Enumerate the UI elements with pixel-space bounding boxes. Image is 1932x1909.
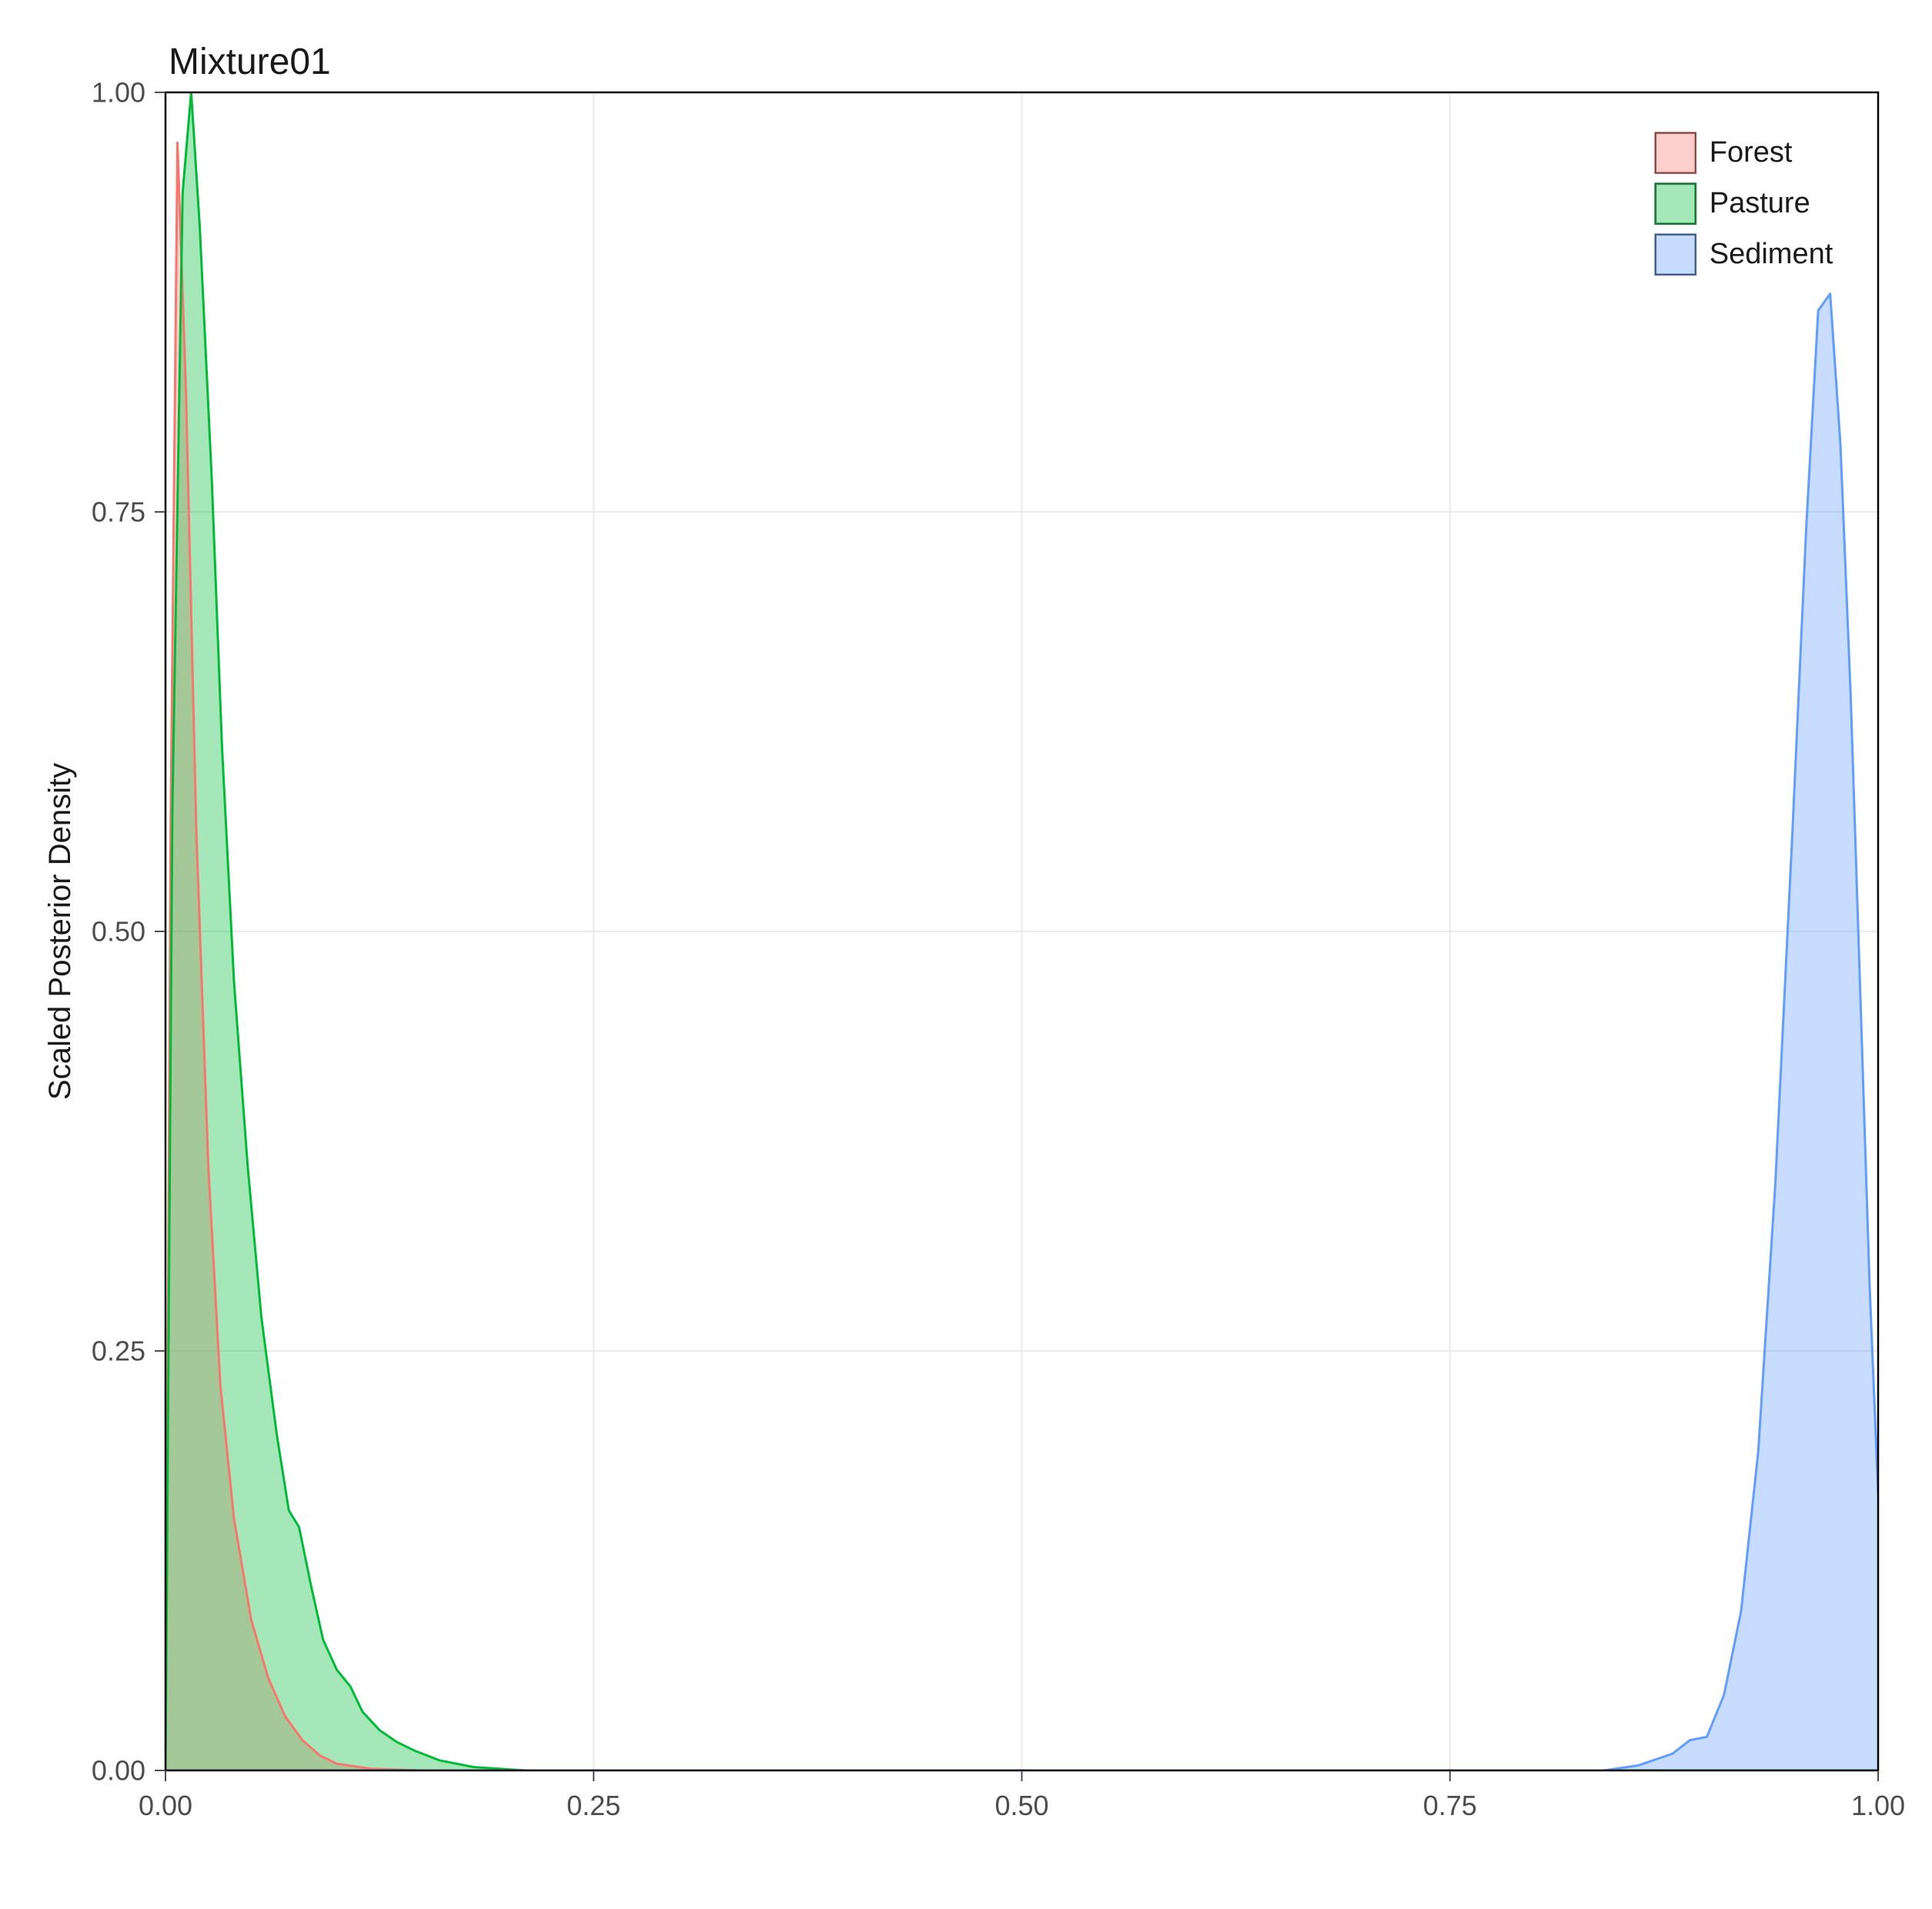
legend-label: Sediment: [1710, 238, 1833, 270]
x-tick-label: 0.75: [1423, 1790, 1477, 1821]
y-tick-label: 0.00: [92, 1755, 145, 1787]
x-tick-label: 1.00: [1851, 1790, 1905, 1821]
x-tick-label: 0.50: [994, 1790, 1048, 1821]
x-tick-label: 0.00: [139, 1790, 192, 1821]
y-tick-label: 0.75: [92, 496, 145, 528]
x-tick-label: 0.25: [567, 1790, 620, 1821]
legend-swatch-sediment: [1656, 235, 1696, 275]
legend-label: Pasture: [1710, 187, 1810, 219]
legend-swatch-pasture: [1656, 184, 1696, 224]
y-tick-label: 0.25: [92, 1336, 145, 1367]
chart-title: Mixture01: [169, 42, 331, 82]
y-axis-label: Scaled Posterior Density: [43, 763, 77, 1100]
legend-label: Forest: [1710, 136, 1793, 169]
density-chart: 0.00 0.25 0.50 0.75 1.00 0.00 0.25 0.50 0.75 1.00…: [0, 0, 1932, 1909]
legend-swatch-forest: [1656, 133, 1696, 173]
y-tick-label: 0.50: [92, 916, 145, 948]
y-tick-label: 1.00: [92, 77, 145, 109]
